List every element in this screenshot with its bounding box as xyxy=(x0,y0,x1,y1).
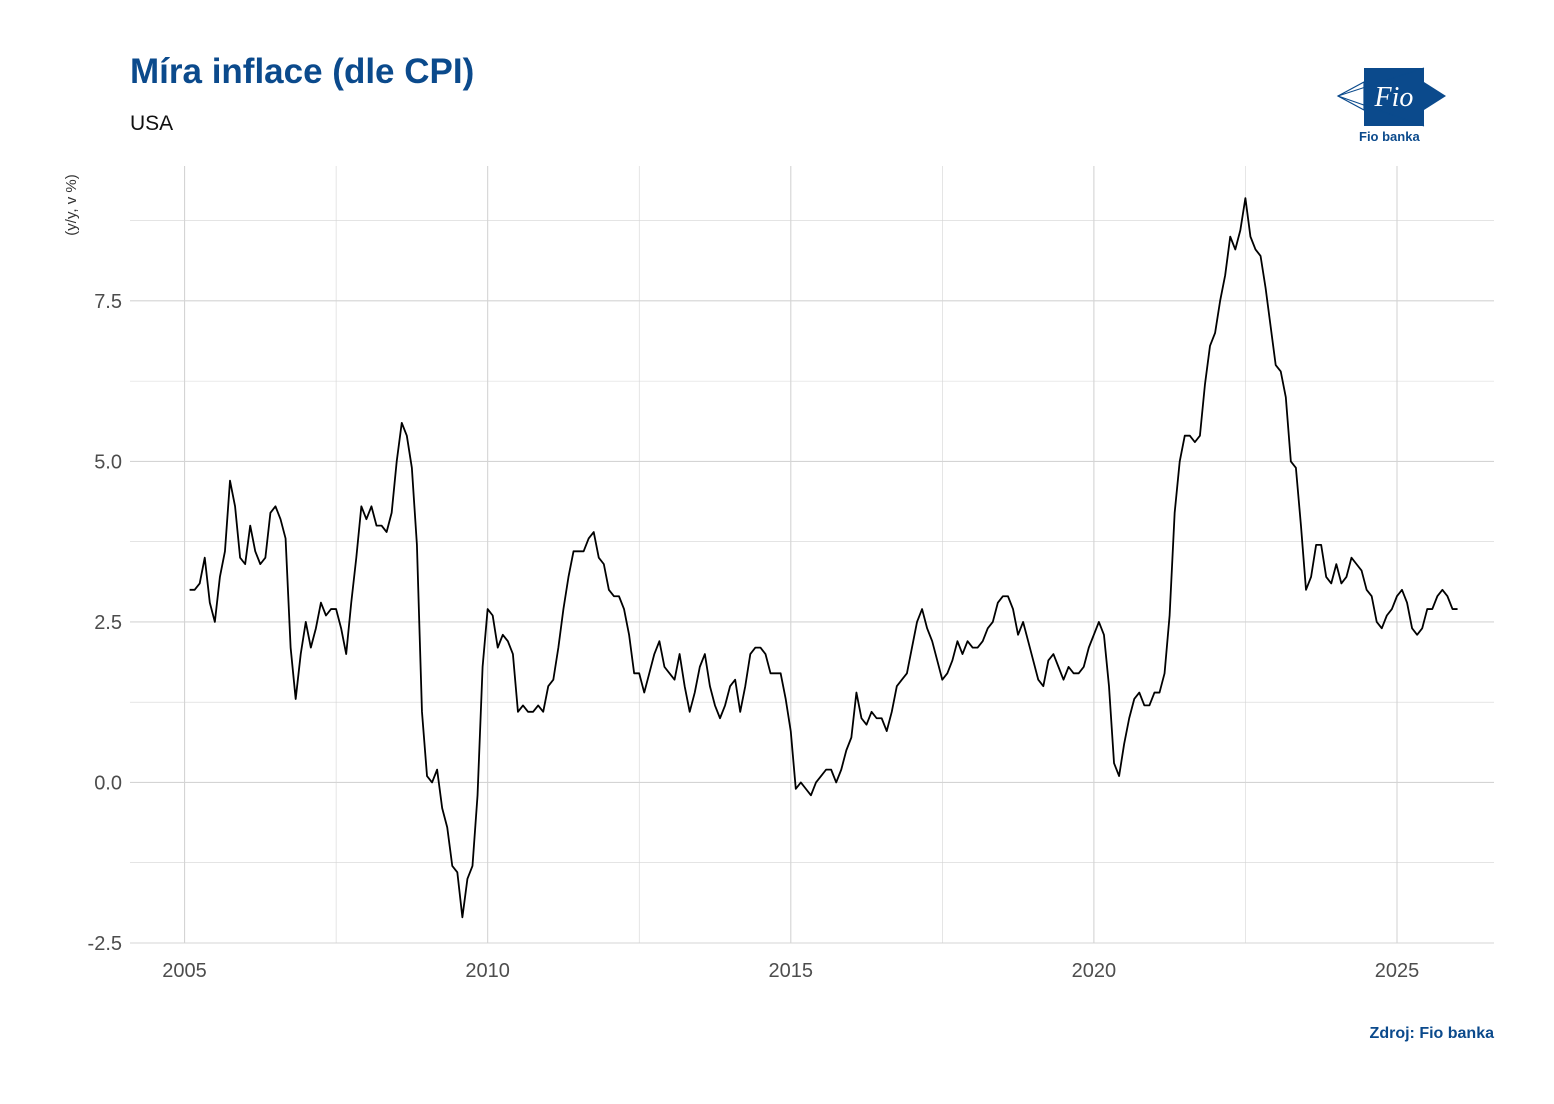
series-line-usa-cpi xyxy=(189,197,1458,919)
logo-mark-text: Fio xyxy=(1374,82,1414,113)
logo-caption: Fio banka xyxy=(1359,129,1420,144)
y-tick-label: -2.5 xyxy=(88,933,122,955)
grid-minor xyxy=(130,166,1494,943)
x-tick-label: 2015 xyxy=(769,960,814,982)
x-tick-label: 2025 xyxy=(1375,960,1420,982)
grid-major xyxy=(130,166,1494,944)
x-tick-label: 2020 xyxy=(1072,960,1117,982)
x-tick-label: 2010 xyxy=(465,960,510,982)
x-axis-ticks: 2005 2010 2015 2020 2025 xyxy=(162,960,1419,982)
y-tick-label: 5.0 xyxy=(94,451,122,473)
fio-logo-icon: Fio xyxy=(1336,67,1446,127)
chart-title: Míra inflace (dle CPI) xyxy=(130,52,475,91)
chart-subtitle: USA xyxy=(130,112,174,135)
y-tick-label: 2.5 xyxy=(94,612,122,634)
y-axis-ticks: -2.5 0.0 2.5 5.0 7.5 xyxy=(88,291,122,955)
y-tick-label: 0.0 xyxy=(94,772,122,794)
y-tick-label: 7.5 xyxy=(94,291,122,313)
x-tick-label: 2005 xyxy=(162,960,207,982)
source-note: Zdroj: Fio banka xyxy=(1369,1025,1494,1042)
y-axis-label: (y/y, v %) xyxy=(63,174,80,235)
